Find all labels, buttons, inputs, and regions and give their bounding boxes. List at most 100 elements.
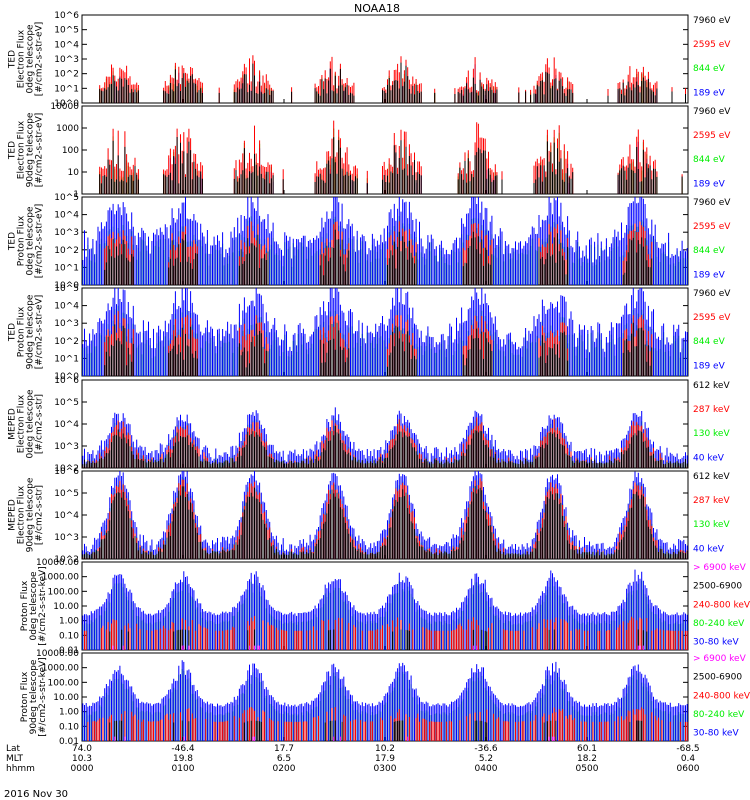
legend-entry: 2595 eV: [693, 40, 731, 50]
y-tick-label: 10^4: [54, 40, 79, 50]
x-row-label: hhmm: [6, 764, 35, 774]
y-tick-label: 10000.00: [36, 558, 79, 568]
legend-entry: 30-80 keV: [693, 638, 739, 648]
y-axis-label: [#/cm2-s-str-eV]: [35, 204, 45, 279]
y-axis-label: TED: [8, 323, 18, 342]
legend-entry: 2500-6900: [693, 673, 742, 683]
y-tick-label: 10: [68, 168, 80, 178]
y-axis-label: Electron Flux: [17, 485, 27, 544]
y-axis-label: MEPED: [8, 499, 18, 531]
legend-entry: 80-240 keV: [693, 710, 745, 720]
y-tick-label: 100.00: [48, 678, 80, 688]
y-axis-label: Electron Flux: [17, 120, 27, 179]
panel-7: 0.01 0.10 1.00 10.00 100.00 1000.00 10000.00 Pr…: [20, 558, 750, 656]
y-tick-label: 10^2: [54, 246, 79, 256]
y-axis-label: [#/cm2-s-str-eV]: [35, 113, 45, 188]
y-axis-label: Electron Flux: [17, 29, 27, 88]
series-magenta: [112, 645, 644, 650]
y-tick-label: 10^5: [54, 26, 79, 36]
x-tick-label-mlt: 17.9: [375, 754, 395, 764]
panel-frame: [81, 287, 689, 377]
y-tick-label: 10^6: [54, 376, 79, 386]
y-axis-label: TED: [8, 232, 18, 251]
y-axis-label: TED: [8, 141, 18, 160]
y-tick-label: 10^2: [54, 464, 79, 474]
x-tick-label-hhmm: 0500: [576, 764, 599, 774]
panel-frame: [81, 196, 689, 286]
panel-5: 10^2 10^3 10^4 10^5 10^6 MEPED Electron Flux 0d…: [8, 376, 731, 474]
y-axis-label: 90deg telescope: [26, 477, 36, 552]
legend-entry: 7960 eV: [693, 198, 731, 208]
x-tick-label-lat: 17.7: [274, 744, 294, 754]
date-label: 2016 Nov 30: [4, 789, 68, 800]
y-tick-label: 1.00: [59, 708, 79, 718]
legend-entry: 844 eV: [693, 155, 726, 165]
series-black: [99, 62, 686, 103]
legend-entry: 612 keV: [693, 472, 730, 482]
y-axis-label: 0deg telescope: [26, 389, 36, 459]
x-tick-label-hhmm: 0600: [677, 764, 700, 774]
panel-frame: [81, 652, 689, 742]
y-tick-label: 10^4: [54, 420, 79, 430]
y-tick-label: 10^6: [54, 11, 79, 21]
series-black: [99, 137, 683, 194]
y-tick-label: 10^4: [54, 211, 79, 221]
y-tick-label: 10^0: [54, 281, 79, 291]
y-axis-label: [#/cm2-s-str-keV]: [38, 566, 48, 645]
y-axis-label: 90deg telescope: [26, 294, 36, 369]
series-black: [109, 720, 643, 741]
legend-entry: 844 eV: [693, 64, 726, 74]
y-axis-label: TED: [8, 50, 18, 69]
y-tick-label: 10^3: [54, 55, 79, 65]
y-axis-label: 0deg telescope: [26, 24, 36, 94]
panel-frame: [81, 379, 689, 469]
y-tick-label: 10000.00: [36, 649, 79, 659]
x-tick-label-hhmm: 0200: [273, 764, 296, 774]
y-tick-label: 1.00: [59, 617, 79, 627]
y-tick-label: 10^2: [54, 337, 79, 347]
legend-entry: 2595 eV: [693, 222, 731, 232]
y-tick-label: 1: [73, 190, 79, 200]
series-black: [104, 229, 653, 285]
legend-entry: 2500-6900: [693, 582, 742, 592]
series-red: [87, 707, 688, 741]
legend-entry: 189 eV: [693, 361, 726, 371]
y-axis-label: Proton Flux: [17, 215, 27, 266]
x-tick-label-lat: 10.2: [375, 744, 395, 754]
legend-entry: 240-800 keV: [693, 600, 750, 610]
x-tick-label-hhmm: 0100: [172, 764, 195, 774]
y-axis-label: Proton Flux: [20, 671, 30, 722]
legend-entry: > 6900 keV: [693, 563, 747, 573]
legend-entry: 189 eV: [693, 88, 726, 98]
panel-3: 10^0 10^1 10^2 10^3 10^4 10^5 TED Proton Flux 0d…: [8, 193, 732, 291]
y-axis-label: 90deg telescope: [26, 112, 36, 187]
x-tick-label-lat: -46.4: [171, 744, 195, 754]
legend-entry: 130 keV: [693, 520, 730, 530]
y-axis-label: 0deg telescope: [26, 206, 36, 276]
y-tick-label: 10^0: [54, 99, 79, 109]
y-tick-label: 10^1: [54, 354, 79, 364]
y-tick-label: 1000.00: [42, 573, 79, 583]
y-tick-label: 10^1: [54, 263, 79, 273]
x-tick-label-lat: 74.0: [72, 744, 92, 754]
y-tick-label: 10^5: [54, 284, 79, 294]
series-black: [104, 322, 653, 376]
y-tick-label: 10^3: [54, 442, 79, 452]
panel-frame: [81, 470, 689, 560]
y-axis-label: MEPED: [8, 408, 18, 440]
y-tick-label: 10^5: [54, 489, 79, 499]
legend-entry: 844 eV: [693, 337, 726, 347]
panel-4: 10^0 10^1 10^2 10^3 10^4 10^5 TED Proton Flux 90…: [8, 284, 732, 382]
y-tick-label: 0.01: [59, 737, 79, 747]
legend-entry: 287 keV: [693, 496, 730, 506]
x-row-label: MLT: [6, 754, 24, 764]
series-red: [84, 616, 688, 650]
y-tick-label: 10^3: [54, 533, 79, 543]
legend-entry: 40 keV: [693, 544, 725, 554]
y-tick-label: 10^5: [54, 193, 79, 203]
series-black: [109, 629, 648, 650]
legend-entry: 287 keV: [693, 405, 730, 415]
x-tick-label-mlt: 19.8: [173, 754, 193, 764]
x-axis-labels: LatMLThhmm74.010.30000-46.419.8010017.76…: [6, 744, 700, 774]
